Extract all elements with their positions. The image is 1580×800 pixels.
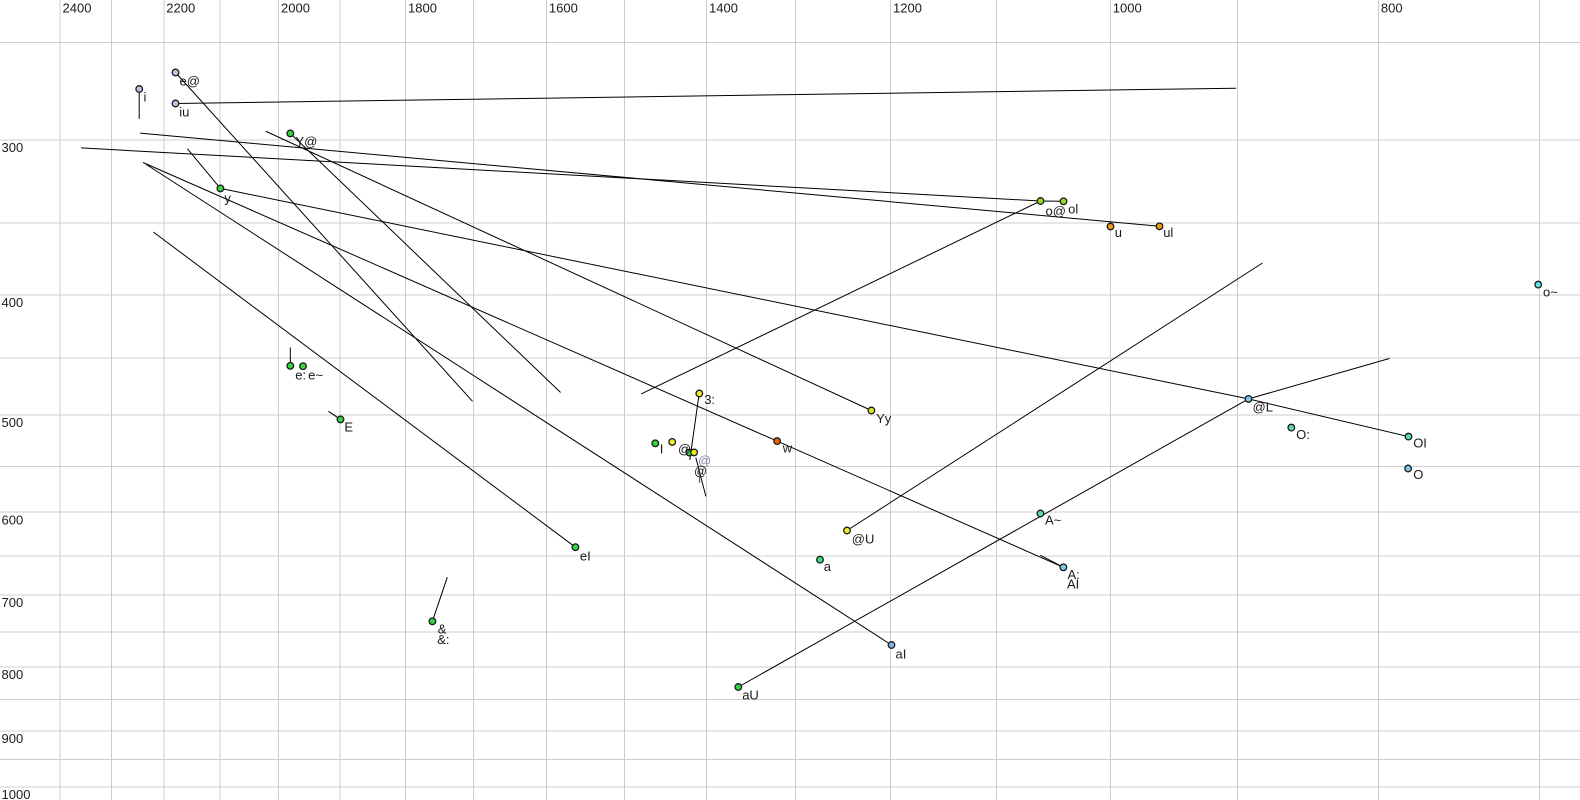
svg-text:400: 400: [2, 295, 24, 310]
svg-text:1600: 1600: [549, 0, 578, 15]
svg-text:ol: ol: [1068, 202, 1078, 217]
svg-text:@: @: [678, 442, 691, 457]
svg-text:1000: 1000: [2, 787, 31, 800]
svg-text:Y@: Y@: [296, 134, 318, 149]
svg-text:eI: eI: [580, 548, 591, 563]
svg-text:@: @: [694, 464, 707, 479]
svg-text:800: 800: [1381, 0, 1403, 15]
svg-text:1000: 1000: [1113, 0, 1142, 15]
svg-text:E: E: [344, 420, 353, 435]
svg-text:500: 500: [2, 415, 24, 430]
svg-text:aI: aI: [896, 647, 907, 662]
svg-text:O: O: [1413, 467, 1423, 482]
svg-text:ul: ul: [1163, 225, 1173, 240]
svg-text:y: y: [224, 191, 231, 206]
svg-text:300: 300: [2, 140, 24, 155]
svg-text:800: 800: [2, 667, 24, 682]
svg-text:u: u: [1115, 225, 1122, 240]
svg-text:1800: 1800: [408, 0, 437, 15]
svg-text:aU: aU: [742, 688, 759, 703]
svg-text:@U: @U: [852, 532, 875, 547]
svg-text:OI: OI: [1413, 436, 1427, 451]
svg-text:&: &: [438, 622, 447, 637]
svg-text:&:: &:: [437, 632, 449, 647]
svg-text:3:: 3:: [704, 392, 715, 407]
svg-text:o@: o@: [1046, 204, 1066, 219]
svg-text:1400: 1400: [709, 0, 738, 15]
svg-text:e:: e:: [295, 368, 306, 383]
svg-text:w: w: [782, 441, 793, 456]
svg-text:@L: @L: [1253, 400, 1273, 415]
svg-text:A~: A~: [1045, 513, 1062, 528]
svg-text:O:: O:: [1296, 427, 1310, 442]
svg-text:o~: o~: [1543, 285, 1558, 300]
svg-text:2400: 2400: [63, 0, 92, 15]
svg-text:I: I: [660, 442, 664, 457]
svg-text:2200: 2200: [166, 0, 195, 15]
svg-text:e~: e~: [308, 368, 323, 383]
svg-text:iu: iu: [179, 105, 189, 120]
svg-text:2000: 2000: [281, 0, 310, 15]
svg-text:A:: A:: [1068, 567, 1080, 582]
svg-text:I: I: [698, 471, 702, 486]
svg-text:e@: e@: [180, 74, 200, 89]
svg-text:i: i: [144, 90, 147, 105]
svg-text:1200: 1200: [893, 0, 922, 15]
svg-text:600: 600: [2, 512, 24, 527]
svg-text:AI: AI: [1067, 577, 1079, 592]
svg-text:900: 900: [2, 731, 24, 746]
svg-text:@: @: [698, 453, 711, 468]
svg-text:a: a: [824, 559, 832, 574]
svg-text:700: 700: [2, 595, 24, 610]
svg-text:Yy: Yy: [876, 411, 892, 426]
